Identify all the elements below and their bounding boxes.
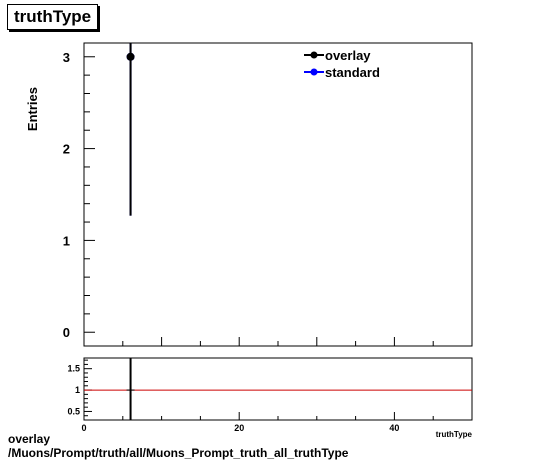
legend-marker-overlay xyxy=(310,51,318,59)
y-tick-label: 3 xyxy=(63,50,70,65)
legend-marker-standard xyxy=(310,68,318,76)
ratio-frame xyxy=(83,357,473,421)
data-point-overlay xyxy=(126,52,135,61)
ratio-y-tick-label: 1.5 xyxy=(67,364,80,374)
ratio-x-tick-label: 20 xyxy=(234,423,244,433)
legend-label-standard: standard xyxy=(325,65,380,80)
y-tick-label: 1 xyxy=(63,233,70,248)
plot-title: truthType xyxy=(7,4,99,30)
y-axis-label: Entries xyxy=(25,87,40,131)
main-frame xyxy=(83,42,473,347)
ratio-y-tick-label: 1 xyxy=(75,385,80,395)
x-axis-label: truthType xyxy=(436,430,473,439)
y-tick-label: 2 xyxy=(63,142,70,157)
main-plot: 0 1 2 3 Entries overlay standard xyxy=(25,42,473,347)
ratio-y-tick-label: 0.5 xyxy=(67,406,80,416)
footer-path: /Muons/Prompt/truth/all/Muons_Prompt_tru… xyxy=(8,446,349,460)
ratio-x-tick-label: 40 xyxy=(389,423,399,433)
ratio-plot: 0.5 1 1.5 0 20 40 truthType xyxy=(67,357,473,439)
legend-label-overlay: overlay xyxy=(325,48,371,63)
footer-label: overlay xyxy=(8,432,51,446)
ratio-x-tick-label: 0 xyxy=(81,423,86,433)
y-tick-label: 0 xyxy=(63,325,70,340)
